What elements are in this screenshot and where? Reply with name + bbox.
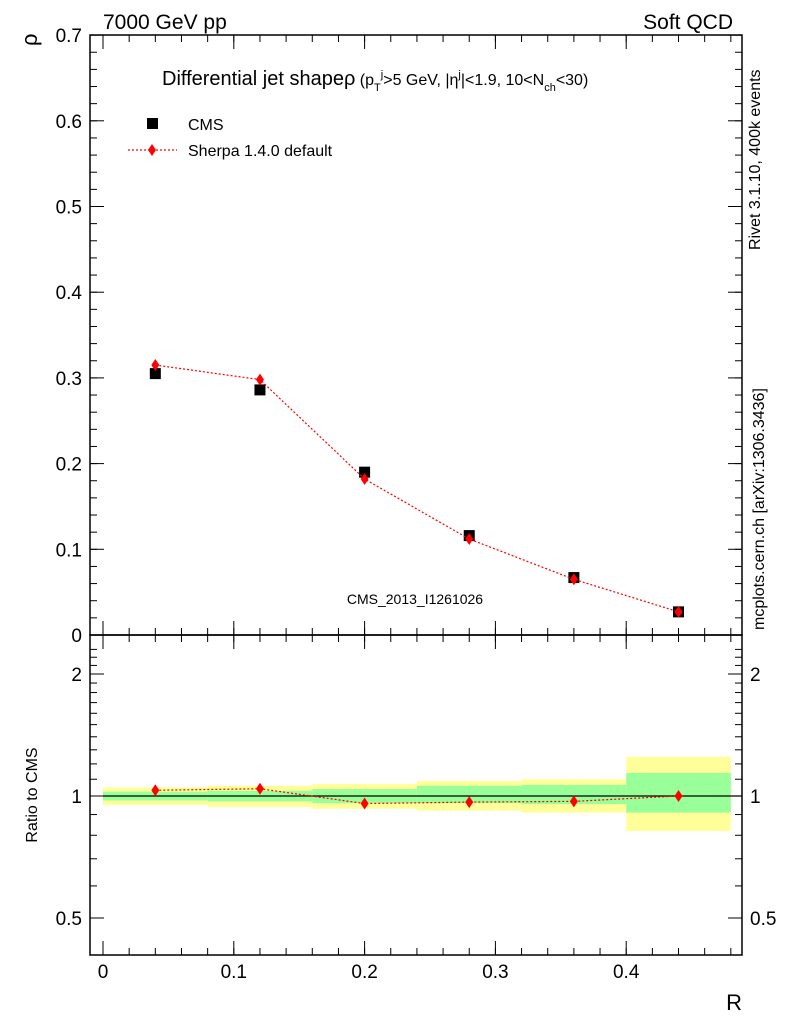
title-sub-ch: ch bbox=[544, 82, 556, 94]
ratio-y-tick-label-right: 0.5 bbox=[750, 909, 776, 930]
sherpa-data-point bbox=[569, 573, 578, 586]
cms-data-point bbox=[359, 466, 371, 478]
sherpa-data-point bbox=[360, 473, 369, 486]
legend-cms-label: CMS bbox=[188, 117, 224, 134]
main-data-layer bbox=[149, 359, 685, 618]
ratio-band-inner bbox=[521, 784, 627, 805]
legend-sherpa-label: Sherpa 1.4.0 default bbox=[188, 143, 333, 160]
y-tick-label: 0.6 bbox=[56, 112, 82, 133]
x-axis-label: R bbox=[726, 990, 742, 1015]
sherpa-ratio-line bbox=[155, 788, 679, 805]
sherpa-line bbox=[155, 364, 679, 613]
y-tick-label: 0.4 bbox=[56, 283, 83, 304]
main-y-axis-label: ρ bbox=[17, 33, 42, 46]
energy-label: 7000 GeV pp bbox=[103, 11, 227, 34]
x-tick-label: 0.4 bbox=[613, 962, 640, 983]
title-close: <30) bbox=[556, 72, 588, 89]
sherpa-data-point bbox=[465, 533, 474, 546]
ratio-band-inner bbox=[416, 785, 522, 804]
x-tick-label: 0.2 bbox=[351, 962, 377, 983]
y-tick-label: 0.7 bbox=[56, 26, 82, 47]
title-mid: >5 GeV, |η bbox=[383, 72, 458, 89]
category-label: Soft QCD bbox=[643, 11, 733, 34]
title-sub-t: T bbox=[374, 82, 381, 94]
x-tick-label: 0 bbox=[98, 962, 109, 983]
sherpa-ratio-point bbox=[255, 782, 264, 795]
mcplots-label: mcplots.cern.ch [arXiv:1306.3436] bbox=[751, 388, 768, 630]
sherpa-data-point bbox=[674, 605, 683, 618]
sherpa-ratio-point bbox=[151, 784, 160, 797]
title-sup-j1: j bbox=[380, 69, 383, 81]
ratio-y-axis-label: Ratio to CMS bbox=[24, 747, 41, 842]
x-tick-label: 0.1 bbox=[221, 962, 247, 983]
rivet-label: Rivet 3.1.10, 400k events bbox=[747, 69, 764, 250]
title-main: Differential jet shape bbox=[162, 68, 344, 90]
main-axis-ticks: 0 0.1 0.2 0.3 0.4 0.5 0.6 0.7 bbox=[56, 26, 742, 647]
y-tick-label: 0 bbox=[71, 626, 82, 647]
x-tick-label: 0.3 bbox=[482, 962, 508, 983]
y-tick-label: 0.3 bbox=[56, 369, 82, 390]
title-rho: ρ bbox=[344, 68, 355, 90]
ratio-bands bbox=[103, 756, 731, 831]
cms-data-point bbox=[149, 368, 161, 380]
sherpa-data-point bbox=[151, 359, 160, 372]
ratio-y-tick-label: 0.5 bbox=[56, 909, 82, 930]
ratio-data-layer bbox=[151, 782, 683, 810]
ratio-y-tick-label-right: 1 bbox=[750, 787, 761, 808]
title-mid2: |<1.9, 10<N bbox=[461, 72, 544, 89]
ratio-axis-ticks: 0.5 0.5 1 1 2 2 0 0.1 0.2 0.3 0.4 bbox=[56, 635, 776, 983]
sherpa-ratio-point bbox=[674, 790, 683, 802]
legend-sherpa-marker bbox=[148, 144, 156, 156]
title-open: (p bbox=[355, 72, 374, 89]
analysis-watermark: CMS_2013_I1261026 bbox=[347, 591, 483, 607]
legend: CMS Sherpa 1.4.0 default bbox=[128, 117, 333, 160]
y-tick-label: 0.2 bbox=[56, 455, 82, 476]
sherpa-data-point bbox=[255, 373, 264, 386]
y-tick-label: 0.5 bbox=[56, 198, 82, 219]
cms-data-point bbox=[254, 384, 266, 396]
ratio-plot-frame bbox=[89, 634, 743, 956]
y-tick-label: 0.1 bbox=[56, 540, 82, 561]
legend-cms-marker bbox=[147, 118, 158, 129]
sherpa-ratio-point bbox=[569, 795, 578, 808]
chart-title: Differential jet shapeρ (pTj>5 GeV, |ηj|… bbox=[162, 68, 588, 94]
ratio-y-tick-label: 1 bbox=[71, 787, 82, 808]
ratio-y-tick-label: 2 bbox=[71, 665, 82, 686]
title-sup-j2: j bbox=[457, 69, 460, 81]
sherpa-ratio-point bbox=[465, 796, 474, 809]
sherpa-ratio-point bbox=[360, 797, 369, 810]
ratio-y-tick-label-right: 2 bbox=[750, 665, 761, 686]
